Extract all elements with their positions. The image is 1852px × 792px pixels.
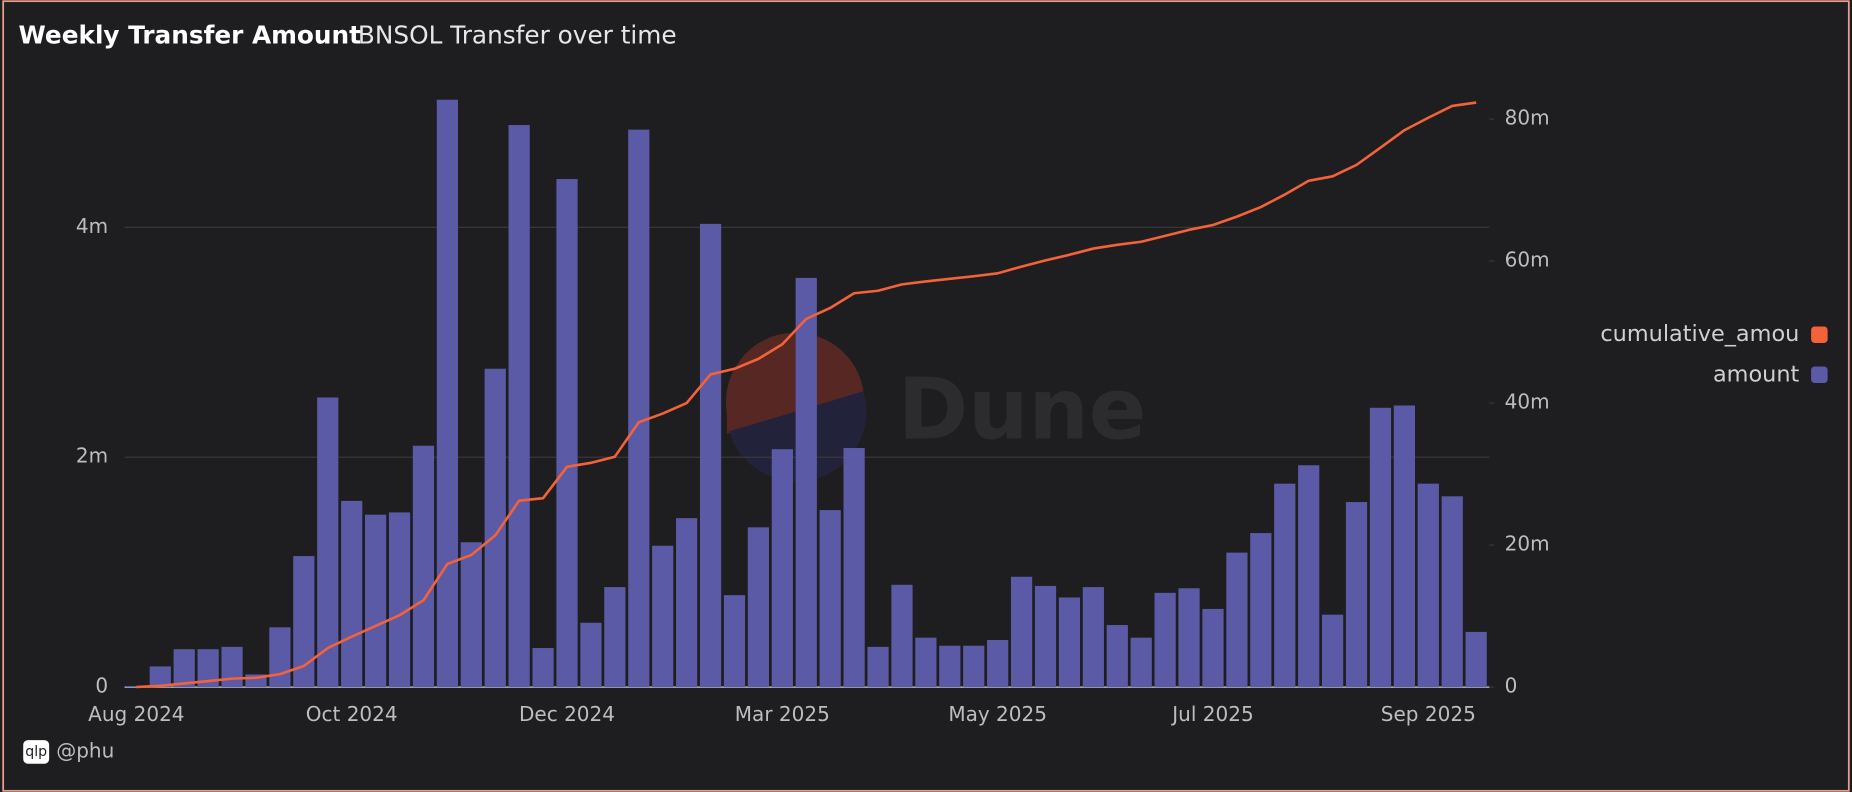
bar [317,397,339,688]
bar [341,500,363,688]
bar [1130,637,1152,688]
logo: qlp [25,744,47,760]
bar [1417,483,1439,688]
y2-tick-label: 40m [1505,390,1550,414]
bar [556,179,578,688]
x-tick-label: Dec 2024 [519,702,615,726]
bar [1082,587,1104,688]
bar [412,445,435,688]
bar [628,129,650,688]
bar [939,645,961,688]
bar [580,622,602,688]
y2-tick-label: 60m [1505,248,1550,272]
x-tick-label: Sep 2025 [1381,702,1476,726]
bar [388,512,411,688]
bar [1106,625,1128,688]
watermark: Dune [898,360,1147,459]
bar [1369,407,1392,688]
y2-tick-label: 0 [1505,674,1518,698]
bar [771,449,793,688]
bar [891,584,913,688]
bar [1298,465,1320,688]
bar [508,125,530,688]
bar [843,448,865,688]
bar [652,545,674,688]
x-tick-label: Mar 2025 [735,702,830,726]
bar [532,648,554,688]
y2-tick-label: 20m [1505,532,1550,556]
bar [149,666,171,688]
bar [795,277,817,688]
bar [1345,502,1368,688]
y-tick-label: 4m [76,214,108,238]
y-tick-label: 0 [95,674,108,698]
bar [963,645,985,688]
bar [1226,552,1248,688]
bar [915,637,937,688]
bar [1274,483,1296,688]
x-tick-label: Oct 2024 [306,702,398,726]
bar [1154,592,1176,688]
bar [1322,614,1344,688]
bar [987,639,1009,688]
bar [173,649,195,688]
bar [197,649,219,688]
chart-subtitle: BNSOL Transfer over time [358,21,677,50]
bar [293,556,315,688]
bar [1441,496,1463,688]
bar [676,518,698,688]
bar [365,514,387,688]
bar [436,99,458,688]
bar [1058,597,1081,688]
bar [747,527,770,688]
legend-swatch [1811,326,1828,343]
y-tick-label: 2m [76,444,108,468]
legend-label: amount [1713,361,1800,387]
bar [221,646,243,688]
bar [723,595,746,688]
bar [484,368,506,688]
bar [1010,576,1033,688]
bar [819,510,841,688]
x-tick-label: Jul 2025 [1170,702,1253,726]
legend-swatch [1811,366,1828,384]
line [136,101,1477,689]
bar [699,223,722,688]
bar [269,627,291,688]
y2-tick-label: 80m [1505,106,1550,130]
bar [1202,608,1224,688]
bar [1178,588,1200,688]
x-tick-label: May 2025 [948,702,1047,726]
bar [1034,585,1057,688]
logo-box [23,740,50,764]
chart-title: Weekly Transfer Amount [18,21,361,50]
bar [460,542,482,688]
bar [1250,533,1272,688]
x-tick-label: Aug 2024 [88,702,184,726]
bar [604,587,626,688]
legend-label: cumulative_amou [1600,321,1799,347]
bar [1393,405,1415,688]
bar [1465,631,1487,688]
author: @phu [56,738,114,762]
bar [867,646,889,688]
